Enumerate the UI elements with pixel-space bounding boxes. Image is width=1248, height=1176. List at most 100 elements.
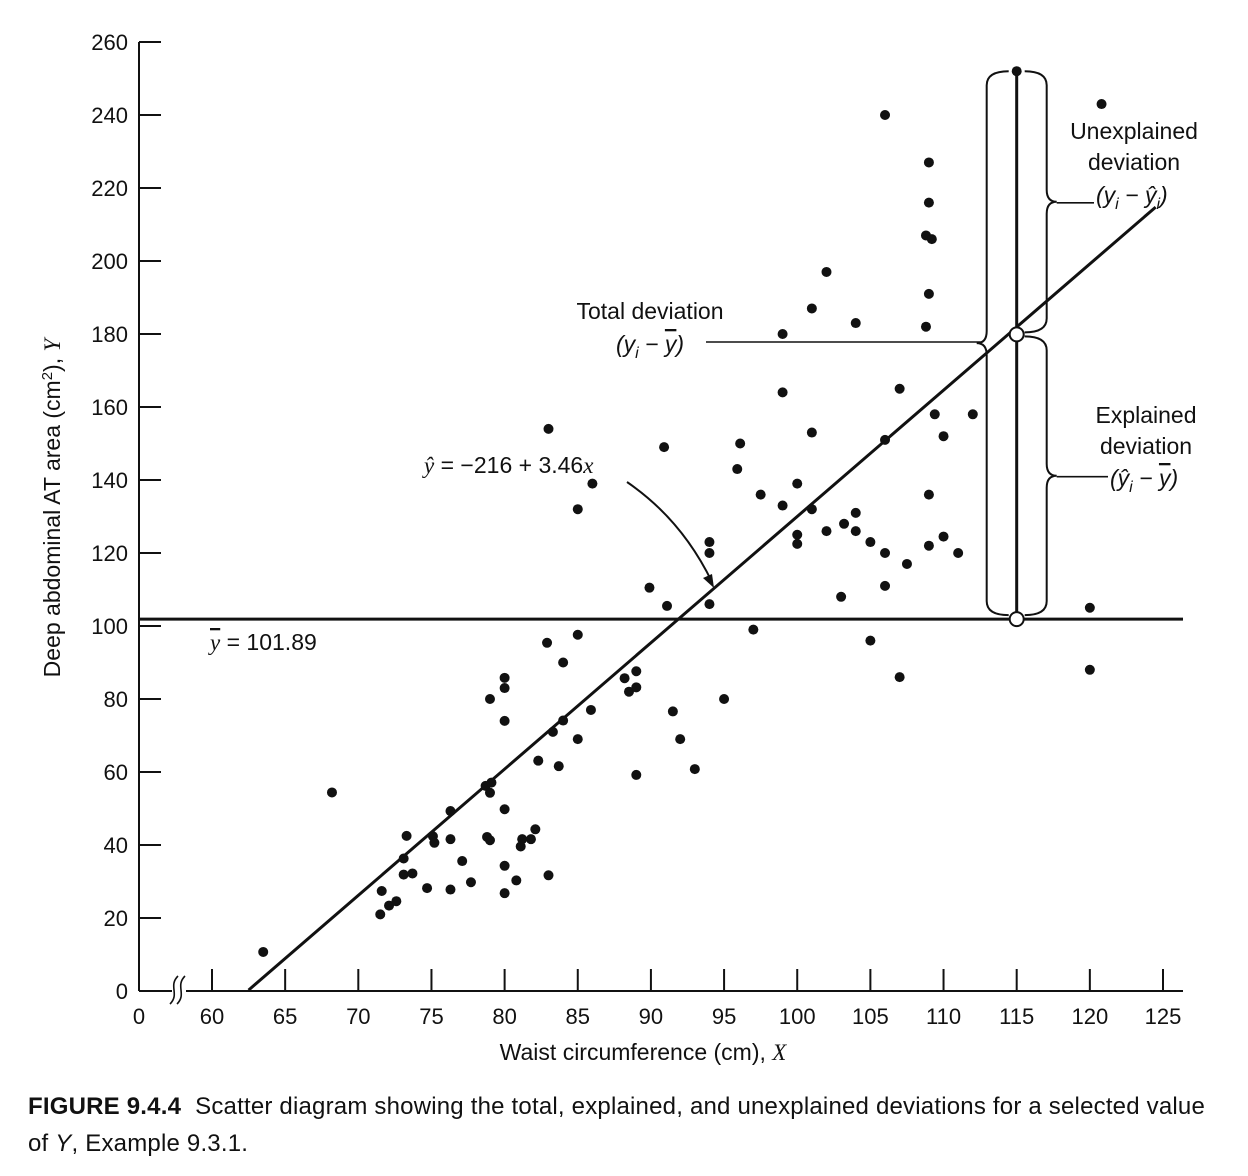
data-point [484,787,495,798]
caption-text-1: Scatter diagram showing the total, expla… [28,1093,1206,1157]
data-point [755,489,766,500]
x-tick-label: 115 [999,1004,1034,1029]
data-point [719,694,730,704]
data-point [839,518,850,529]
data-point [923,197,934,208]
data-point [558,715,569,726]
data-point [748,624,759,635]
data-point [375,909,386,920]
data-point [398,853,409,864]
y-tick-label: 0 [116,979,128,1004]
x-tick-label: 80 [492,1004,516,1029]
data-point [1096,99,1107,110]
data-point [631,769,642,780]
y-axis-title: Deep abdominal AT area (cm2), Y [39,336,66,677]
data-point [806,427,817,438]
axis-break-mark [169,975,179,1005]
x-tick-label: 70 [346,1004,370,1029]
data-point [525,834,536,845]
x-tick-label: 0 [133,1004,145,1029]
data-point [1084,602,1095,613]
x-tick-label: 125 [1145,1004,1182,1029]
data-point [880,548,891,558]
data-point [258,946,269,957]
total-deviation-title: Total deviation [576,298,723,324]
data-point [865,537,876,548]
data-point [938,531,949,542]
y-tick-label: 120 [91,541,128,566]
data-point [735,438,746,449]
mean-point-marker [1008,611,1025,628]
data-points [258,66,1107,957]
data-point [631,666,642,677]
y-tick-label: 20 [104,906,128,931]
data-point [923,489,934,500]
x-tick-label: 110 [926,1004,961,1029]
data-point [777,500,788,511]
y-tick-label: 140 [91,468,128,493]
figure-caption: FIGURE 9.4.4 Scatter diagram showing the … [28,1088,1208,1162]
data-point [704,548,715,558]
data-point [547,726,558,737]
data-point [836,591,847,602]
x-tick-label: 65 [273,1004,297,1029]
data-point [407,868,418,879]
data-point [894,383,905,394]
y-tick-label: 160 [91,395,128,420]
data-point [923,540,934,551]
data-point [530,824,541,835]
x-tick-label: 105 [852,1004,889,1029]
caption-text-2: , Example 9.3.1. [71,1130,249,1157]
data-point [517,834,528,845]
data-point [553,761,564,772]
data-point [894,672,905,683]
data-point [880,434,891,445]
data-point [938,431,949,442]
data-point [587,478,598,489]
data-point [821,266,832,277]
data-point [659,442,670,453]
data-point [326,787,337,798]
data-point [704,599,715,610]
x-tick-label: 95 [712,1004,736,1029]
explained-title-2: deviation [1100,433,1192,459]
x-tick-label: 60 [200,1004,224,1029]
data-point [619,673,630,684]
data-point [806,303,817,314]
y-tick-label: 240 [91,103,128,128]
explained-title-1: Explained [1095,402,1196,428]
data-point [499,888,510,899]
data-point [429,837,440,848]
data-point [967,409,978,420]
data-point [850,318,861,329]
data-point [806,504,817,515]
fitted-point-marker [1008,326,1025,343]
explained-deviation-brace [1024,335,1057,617]
data-point [623,686,634,697]
x-axis-title: Waist circumference (cm), X [500,1039,788,1065]
data-point [850,526,861,537]
x-tick-label: 85 [566,1004,590,1029]
data-point [401,830,412,841]
data-point [465,877,476,888]
unexplained-title-1: Unexplained [1070,118,1198,144]
data-point [1084,664,1095,675]
data-point [953,548,964,558]
data-point [920,321,931,332]
data-point [667,706,678,717]
unexplained-deviation-brace [1024,70,1057,334]
scatter-chart: 0 20 40 60 80 100 120 140 160 180 200 220 240 260 0 60… [39,30,1198,1065]
axis-break-mark [176,975,186,1005]
data-point [445,806,456,817]
total-deviation-brace [976,70,1009,617]
y-tick-label: 200 [91,249,128,274]
y-tick-label: 100 [91,614,128,639]
y-axis: 0 20 40 60 80 100 120 140 160 180 200 220 240 260 [91,30,161,1004]
data-point [499,804,510,815]
explained-formula: (ŷi − y) [1110,465,1178,496]
data-point [499,683,510,694]
data-point [732,464,743,475]
reference-lines [139,71,1183,992]
data-point [572,504,583,515]
data-point [792,529,803,540]
